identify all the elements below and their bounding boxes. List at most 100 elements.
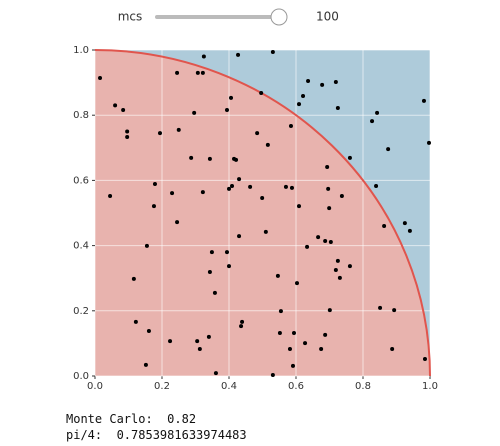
- point: [176, 127, 181, 132]
- point: [278, 309, 283, 314]
- point: [382, 224, 387, 229]
- point: [333, 268, 338, 273]
- point: [213, 371, 218, 376]
- point: [375, 110, 380, 115]
- point: [192, 110, 197, 115]
- point: [224, 250, 229, 255]
- x-tick-label: 0.4: [221, 381, 237, 392]
- point: [207, 156, 212, 161]
- point: [259, 91, 264, 96]
- point: [320, 82, 325, 87]
- point: [207, 270, 212, 275]
- point: [263, 229, 268, 234]
- point: [195, 70, 200, 75]
- point: [407, 228, 412, 233]
- point: [328, 240, 333, 245]
- point: [151, 204, 156, 209]
- point: [289, 185, 294, 190]
- x-tick-label: 0.6: [288, 381, 304, 392]
- point: [392, 308, 397, 313]
- point: [237, 234, 242, 239]
- point: [201, 54, 206, 59]
- point: [224, 107, 229, 112]
- point: [229, 95, 234, 100]
- point: [200, 190, 205, 195]
- point: [248, 184, 253, 189]
- point: [339, 194, 344, 199]
- point: [275, 273, 280, 278]
- point: [131, 276, 136, 281]
- point: [326, 186, 331, 191]
- point: [291, 330, 296, 335]
- point: [175, 70, 180, 75]
- point: [227, 186, 231, 191]
- point: [327, 206, 332, 211]
- result-value: 0.7853981633974483: [116, 428, 247, 442]
- point: [305, 244, 310, 249]
- result-label: Monte Carlo:: [66, 412, 153, 426]
- point: [265, 142, 270, 147]
- point: [337, 275, 342, 280]
- x-tick-label: 0.0: [87, 381, 103, 392]
- point: [144, 243, 149, 248]
- point: [370, 119, 375, 124]
- point: [125, 135, 130, 140]
- point: [152, 181, 157, 186]
- point: [113, 103, 118, 108]
- point: [316, 235, 321, 240]
- point: [327, 308, 332, 313]
- point: [347, 264, 352, 269]
- point: [335, 106, 340, 111]
- point: [212, 290, 217, 295]
- point: [333, 79, 338, 84]
- point: [108, 194, 113, 199]
- point: [125, 129, 130, 134]
- y-tick-label: 0.4: [73, 241, 89, 252]
- point: [374, 183, 379, 188]
- x-tick-label: 1.0: [422, 381, 438, 392]
- result-pi: pi/4: 0.7853981633974483: [66, 428, 247, 442]
- result-value: 0.82: [167, 412, 197, 426]
- y-tick-label: 0.2: [73, 306, 89, 317]
- point: [323, 332, 328, 337]
- point: [283, 184, 288, 189]
- point: [143, 362, 148, 367]
- point: [301, 93, 306, 98]
- point: [319, 346, 324, 351]
- point: [175, 220, 180, 225]
- point: [189, 155, 194, 160]
- point: [297, 204, 302, 209]
- slider-thumb[interactable]: [270, 8, 288, 26]
- point: [170, 191, 175, 196]
- point: [270, 373, 275, 378]
- point: [234, 157, 239, 162]
- point: [390, 346, 395, 351]
- point: [323, 239, 328, 244]
- point: [146, 329, 151, 334]
- point: [227, 264, 231, 269]
- point: [133, 319, 138, 324]
- x-tick-label: 0.2: [154, 381, 170, 392]
- point: [240, 319, 245, 324]
- y-tick-label: 0.0: [73, 371, 89, 382]
- circle-arc: [94, 49, 431, 377]
- point: [230, 183, 235, 188]
- y-tick-label: 0.6: [73, 175, 89, 186]
- point: [297, 102, 302, 107]
- point: [422, 357, 427, 362]
- point: [287, 346, 292, 351]
- chart: mcs 100 0.0 0.2 0.4 0.6 0.8 1.0 0.0 0.2 0.4 0.6 0.…: [73, 8, 438, 392]
- point: [121, 107, 126, 112]
- point: [288, 123, 293, 128]
- point: [200, 70, 205, 75]
- point: [157, 131, 162, 136]
- point: [386, 147, 391, 152]
- point: [421, 98, 426, 103]
- point: [347, 155, 352, 160]
- slider-label: mcs: [118, 10, 143, 24]
- point: [236, 52, 241, 57]
- y-tick-label: 0.8: [73, 110, 89, 121]
- point: [260, 196, 265, 201]
- point: [195, 339, 200, 344]
